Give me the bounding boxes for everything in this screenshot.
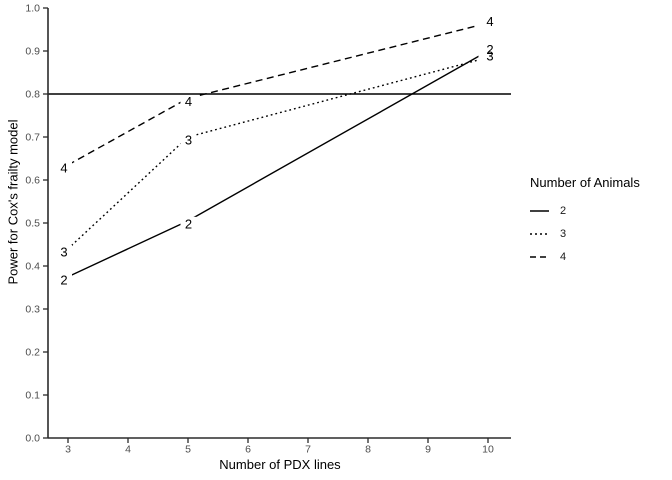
dotted-line-swatch-icon — [530, 232, 549, 235]
legend-title: Number of Animals — [530, 175, 640, 190]
x-axis-title: Number of PDX lines — [219, 457, 341, 472]
legend: Number of Animals 2 3 4 — [530, 175, 640, 268]
direct-label-bg — [180, 216, 197, 231]
x-tick-label: 3 — [65, 444, 71, 456]
direct-label-bg — [478, 14, 500, 29]
x-tick-label: 4 — [125, 444, 131, 456]
x-tick-label: 10 — [482, 444, 494, 456]
y-tick-label: 0.9 — [25, 46, 40, 58]
solid-line-swatch-icon — [530, 209, 549, 212]
y-tick-label: 0.8 — [25, 89, 40, 101]
y-tick-label: 0.4 — [25, 261, 40, 273]
legend-entry-label: 4 — [560, 250, 567, 263]
x-tick-label: 5 — [185, 444, 191, 456]
series-point-label: 2 — [60, 272, 67, 287]
x-tick-label: 7 — [305, 444, 311, 456]
legend-entry-2: 2 — [530, 199, 640, 222]
series-point-label: 3 — [486, 48, 493, 63]
series-point-label: 2 — [185, 216, 192, 231]
y-tick-label: 0.5 — [25, 218, 40, 230]
y-tick-label: 0.6 — [25, 175, 40, 187]
series-line-2 — [67, 50, 489, 278]
y-tick-label: 0.3 — [25, 304, 40, 316]
y-tick-label: 0.1 — [25, 390, 40, 402]
series-point-label: 4 — [185, 94, 192, 109]
direct-label-bg — [180, 94, 197, 109]
direct-label-bg — [478, 48, 500, 63]
legend-entry-4: 4 — [530, 245, 640, 268]
y-tick-label: 0.2 — [25, 347, 40, 359]
series-point-label: 4 — [60, 160, 67, 175]
legend-entry-3: 3 — [530, 222, 640, 245]
x-tick-label: 8 — [365, 444, 371, 456]
direct-label-bg — [56, 272, 72, 287]
series-point-label: 3 — [185, 133, 192, 148]
series-point-label: 3 — [60, 244, 67, 259]
dashed-line-swatch-icon — [530, 255, 549, 258]
direct-label-bg — [56, 160, 72, 175]
y-tick-label: 1.0 — [25, 3, 40, 15]
series-point-label: 4 — [486, 14, 493, 29]
x-tick-label: 9 — [425, 444, 431, 456]
legend-entry-label: 2 — [560, 204, 567, 217]
y-tick-label: 0.7 — [25, 132, 40, 144]
legend-entry-label: 3 — [560, 227, 567, 240]
series-point-label: 2 — [486, 42, 493, 57]
y-axis-title: Power for Cox's frailty model — [5, 119, 21, 285]
y-tick-label: 0.0 — [25, 433, 40, 445]
x-tick-label: 6 — [245, 444, 251, 456]
direct-label-bg — [180, 133, 197, 147]
direct-label-bg — [56, 244, 72, 259]
